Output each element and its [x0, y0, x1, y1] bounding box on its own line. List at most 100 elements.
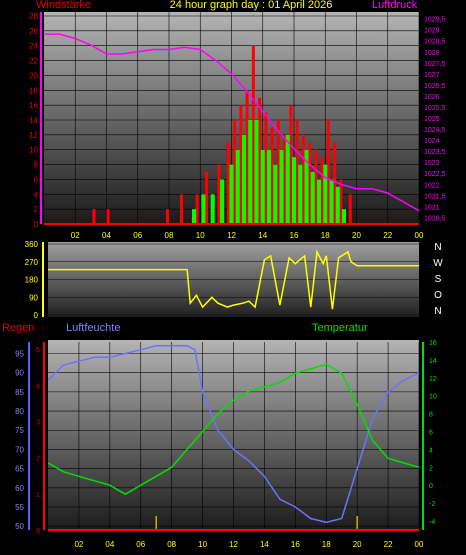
humidity-tick-label: 70: [15, 445, 24, 454]
humidity-title: Luftfeuchte: [66, 322, 120, 334]
climate-x-tick-label: 16: [291, 540, 300, 549]
wind-gust-bar: [314, 149, 318, 224]
direction-tick-label: 360: [25, 240, 39, 249]
wind-avg-bar: [242, 134, 246, 224]
wind-gust-bar: [106, 209, 110, 224]
pressure-title: Luftdruck: [372, 0, 418, 11]
wind-gust-bar: [301, 134, 305, 224]
wind-x-tick-label: 04: [102, 231, 111, 240]
wind-gust-bar: [251, 45, 255, 224]
wind-tick-label: 6: [34, 175, 39, 184]
wind-tick-label: 28: [29, 12, 38, 21]
pressure-tick-label: 1025: [424, 116, 440, 123]
wind-tick-label: 8: [34, 161, 39, 170]
wind-gust-bar: [239, 105, 243, 224]
wind-avg-bar: [335, 186, 340, 224]
pressure-tick-label: 1022: [424, 182, 440, 189]
wind-series: [44, 33, 420, 225]
humidity-tick-label: 50: [15, 522, 24, 531]
humidity-tick-label: 90: [15, 369, 24, 378]
temperature-tick-label: 6: [429, 430, 433, 437]
humidity-tick-label: 85: [15, 388, 24, 397]
wind-avg-bar: [285, 134, 290, 224]
wind-avg-bar: [254, 120, 259, 224]
wind-avg-bar: [298, 164, 303, 224]
wind-gust-bar: [308, 142, 312, 224]
climate-axes: 505560657075808590950123451614121086420-…: [15, 340, 437, 549]
wind-gust-bar: [92, 209, 96, 224]
rain-tick-label: 1: [36, 492, 40, 499]
direction-tick-label: 180: [25, 276, 39, 285]
wind-x-tick-label: 12: [227, 231, 236, 240]
pressure-tick-label: 1021: [424, 204, 440, 211]
wind-avg-bar: [310, 172, 315, 224]
temperature-tick-label: 12: [429, 376, 437, 383]
climate-x-tick-label: 22: [384, 540, 393, 549]
climate-x-tick-label: 10: [198, 540, 207, 549]
wind-gust-bar: [283, 134, 287, 224]
wind-gust-bar: [295, 120, 299, 224]
wind-gust-bar: [217, 164, 221, 224]
temperature-tick-label: 16: [429, 340, 437, 347]
humidity-tick-label: 60: [15, 484, 24, 493]
humidity-line: [47, 345, 420, 524]
wind-x-tick-label: 18: [321, 231, 330, 240]
wind-tick-label: 2: [34, 205, 39, 214]
wind-avg-bar: [210, 194, 215, 224]
wind-avg-bar: [192, 209, 196, 224]
rain-tick-label: 0: [36, 528, 40, 535]
wind-x-tick-label: 14: [258, 231, 267, 240]
pressure-tick-label: 1027: [424, 72, 440, 79]
pressure-tick-label: 1026: [424, 94, 440, 101]
rain-tick-label: 5: [36, 347, 40, 354]
wind-avg-bar: [323, 164, 328, 224]
humidity-tick-label: 80: [15, 407, 24, 416]
temperature-title: Temperatur: [312, 322, 368, 334]
wind-x-tick-label: 22: [383, 231, 392, 240]
wind-avg-bar: [317, 179, 321, 224]
temperature-tick-label: -4: [429, 519, 435, 526]
wind-tick-label: 0: [34, 220, 39, 229]
wind-tick-label: 14: [29, 116, 38, 125]
wind-avg-bar: [229, 164, 234, 224]
wind-x-tick-label: 02: [71, 231, 80, 240]
wind-grid: [44, 12, 420, 225]
chart-date-title: 24 hour graph day : 01 April 2026: [170, 0, 333, 11]
direction-tick-label: 270: [25, 258, 39, 267]
pressure-line: [44, 33, 420, 212]
humidity-tick-label: 65: [15, 465, 24, 474]
humidity-tick-label: 95: [15, 350, 24, 359]
wind-avg-bar: [329, 179, 334, 224]
direction-axes: 360 270 180 90 0: [25, 240, 44, 320]
climate-grid: [48, 342, 420, 530]
wind-avg-bar: [273, 164, 278, 224]
wind-gust-bar: [226, 142, 230, 224]
pressure-tick-label: 1023: [424, 160, 440, 167]
temperature-line: [47, 363, 420, 496]
wind-avg-bar: [279, 149, 284, 224]
pressure-tick-label: 1028: [424, 50, 440, 57]
temperature-tick-label: 10: [429, 394, 437, 401]
temperature-tick-label: 8: [429, 412, 433, 419]
climate-x-tick-label: 12: [229, 540, 238, 549]
pressure-tick-label: 1024: [424, 138, 440, 145]
wind-gust-bar: [339, 179, 343, 224]
humidity-tick-label: 75: [15, 426, 24, 435]
wind-avg-bar: [267, 149, 271, 224]
temperature-tick-label: 4: [429, 447, 433, 454]
pressure-tick-label: 1029,5: [424, 17, 446, 24]
rain-tick-label: 3: [36, 420, 40, 427]
wind-gust-bar: [348, 194, 352, 224]
wind-tick-label: 16: [29, 101, 38, 110]
wind-gust-bar: [320, 157, 324, 224]
climate-series: [47, 345, 420, 530]
wind-title: Windstärke: [36, 0, 91, 11]
wind-gust-bar: [180, 194, 183, 224]
temperature-tick-label: -2: [429, 501, 435, 508]
wind-tick-label: 20: [29, 71, 38, 80]
compass-label: W: [433, 258, 443, 269]
pressure-tick-label: 1025,5: [424, 105, 446, 112]
wind-gust-bar: [276, 120, 280, 224]
temperature-tick-label: 2: [429, 465, 433, 472]
